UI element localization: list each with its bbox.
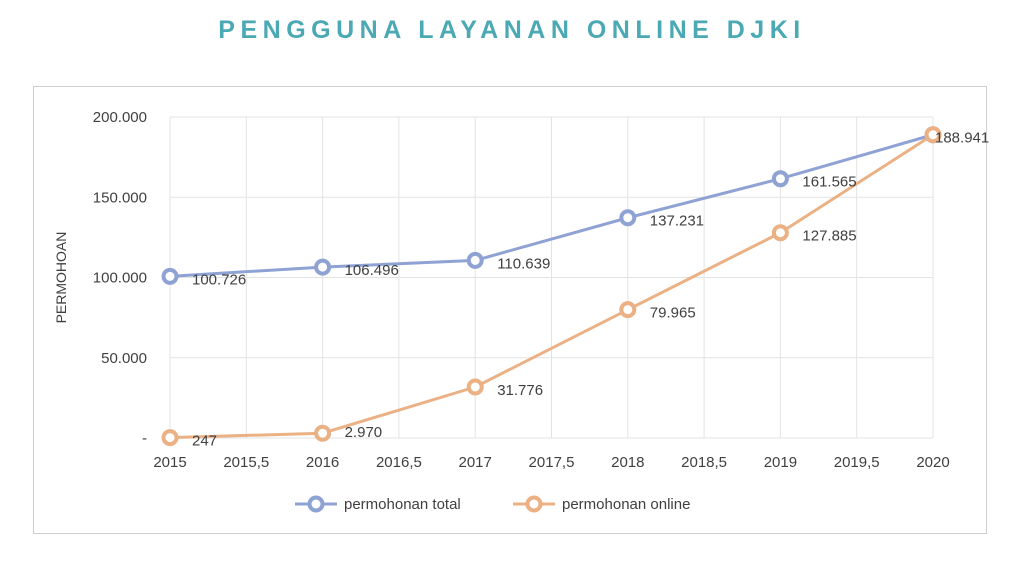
data-point xyxy=(466,378,484,396)
data-point xyxy=(619,209,637,227)
x-tick-label: 2018 xyxy=(611,454,644,471)
x-tick-label: 2019,5 xyxy=(834,454,880,471)
data-label: 106.496 xyxy=(345,262,399,279)
data-label: 110.639 xyxy=(497,255,550,272)
data-point xyxy=(161,429,179,447)
data-point xyxy=(619,301,637,319)
data-label: 31.776 xyxy=(497,382,543,399)
y-axis-title: PERMOHOAN xyxy=(53,232,69,324)
data-label: 2.970 xyxy=(345,424,383,441)
x-tick-label: 2017 xyxy=(459,454,492,471)
x-tick-label: 2018,5 xyxy=(681,454,727,471)
data-point xyxy=(314,424,332,442)
grid-layer xyxy=(169,116,934,439)
data-point xyxy=(771,170,789,188)
legend-marker xyxy=(525,495,543,513)
x-tick-label: 2016 xyxy=(306,454,339,471)
data-label: 137.231 xyxy=(650,213,704,230)
data-label: 247 xyxy=(192,433,217,450)
legend-label: permohonan total xyxy=(344,496,461,513)
data-label: 161.565 xyxy=(802,174,856,191)
series-layer xyxy=(161,126,942,447)
x-tick-label: 2016,5 xyxy=(376,454,422,471)
data-point xyxy=(771,224,789,242)
legend-marker xyxy=(307,495,325,513)
tick-layer: 2015 2015,5 2016 2016,5 2017 2017,5 2018 2018,5… xyxy=(93,109,950,471)
label-layer: 100.726 106.496 110.639 137.231 161.565 188.9… xyxy=(192,130,989,450)
data-point xyxy=(466,251,484,269)
data-point xyxy=(161,267,179,285)
y-tick-label: 50.000 xyxy=(101,350,147,367)
x-tick-label: 2015 xyxy=(153,454,186,471)
x-tick-label: 2020 xyxy=(916,454,949,471)
data-point xyxy=(924,126,942,144)
y-tick-label: 150.000 xyxy=(93,189,147,206)
legend-label: permohonan online xyxy=(562,496,690,513)
x-tick-label: 2019 xyxy=(764,454,797,471)
data-point xyxy=(314,258,332,276)
data-label: 100.726 xyxy=(192,271,246,288)
data-label: 188.941 xyxy=(935,130,989,147)
data-label: 79.965 xyxy=(650,305,696,322)
page-title: PENGGUNA LAYANAN ONLINE DJKI xyxy=(218,16,806,44)
series-line xyxy=(169,133,934,278)
x-tick-label: 2017,5 xyxy=(529,454,575,471)
legend: permohonan total permohonan online xyxy=(295,495,690,513)
y-tick-label: 200.000 xyxy=(93,109,147,126)
x-tick-label: 2015,5 xyxy=(223,454,269,471)
y-tick-label: 100.000 xyxy=(93,270,147,287)
y-tick-label: - xyxy=(142,430,147,447)
data-label: 127.885 xyxy=(802,228,856,245)
chart-frame xyxy=(33,86,987,534)
series-line xyxy=(169,133,934,440)
